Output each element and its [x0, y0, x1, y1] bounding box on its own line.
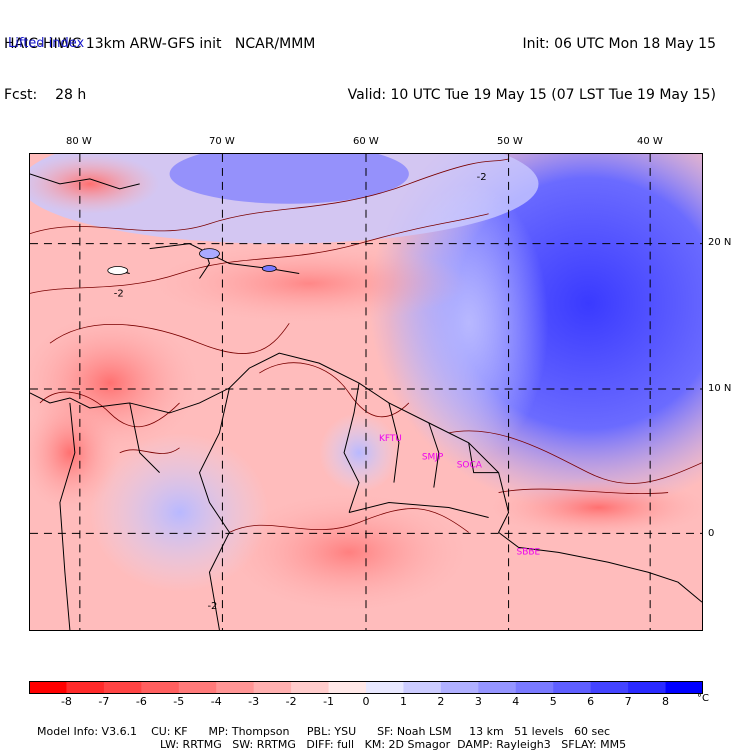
- contour-label: -2: [114, 288, 124, 299]
- colorbar-unit: °C: [697, 693, 709, 704]
- colorbar-swatch: [403, 681, 442, 694]
- model-info-line2: LW: RRTMG SW: RRTMG DIFF: full KM: 2D Sm…: [153, 725, 626, 751]
- colorbar-swatch: [216, 681, 255, 694]
- fcst-value: 28 h: [55, 87, 87, 103]
- colorbar-tick-label: 3: [474, 695, 482, 708]
- header-right: Init: 06 UTC Mon 18 May 15 Valid: 10 UTC…: [348, 2, 716, 121]
- colorbar-swatch: [291, 681, 330, 694]
- lat-label-20n: 20 N: [708, 237, 732, 248]
- valid-time: Valid: 10 UTC Tue 19 May 15 (07 LST Tue …: [347, 87, 716, 103]
- lifted-index-map: -2 -2 -2 KFTU SMJP SOCA SBBE: [29, 153, 703, 631]
- colorbar-tick-label: 2: [437, 695, 445, 708]
- city-label: SMJP: [422, 453, 444, 463]
- colorbar-swatch: [253, 681, 292, 694]
- colorbar-swatch: [66, 681, 105, 694]
- lat-label-0: 0: [708, 528, 715, 539]
- city-label: KFTU: [379, 434, 402, 444]
- colorbar-swatch: [590, 681, 629, 694]
- contour-label: -2: [207, 601, 217, 612]
- fcst-label: Fcst:: [4, 87, 38, 103]
- colorbar-tick-label: -1: [323, 695, 335, 708]
- colorbar-swatch: [553, 681, 592, 694]
- lon-label-70w: 70 W: [209, 136, 235, 147]
- colorbar-tick-label: -5: [173, 695, 185, 708]
- colorbar-tick-label: 8: [662, 695, 670, 708]
- model-info-mp: MP: Thompson: [208, 725, 290, 738]
- colorbar-tick-label: 1: [399, 695, 407, 708]
- colorbar-tick-label: -6: [135, 695, 147, 708]
- colorbar-tick-label: -4: [210, 695, 222, 708]
- lon-label-80w: 80 W: [66, 136, 92, 147]
- colorbar-swatch: [478, 681, 517, 694]
- contour-label: -2: [477, 172, 487, 183]
- model-info-line1: Model Info: V3.6.1 CU: KF MP: Thompson P…: [30, 712, 610, 738]
- colorbar-outline: [29, 681, 703, 694]
- colorbar: [29, 681, 703, 694]
- colorbar-tick-label: 0: [362, 695, 370, 708]
- lon-label-60w: 60 W: [353, 136, 379, 147]
- model-info-res: 13 km: [469, 725, 504, 738]
- colorbar-tick-label: -8: [60, 695, 72, 708]
- colorbar-tick-label: 6: [587, 695, 595, 708]
- colorbar-swatch: [366, 681, 404, 694]
- model-info-sf: SF: Noah LSM: [377, 725, 452, 738]
- city-label: SBBE: [517, 547, 541, 557]
- colorbar-tick-label: 4: [512, 695, 520, 708]
- city-label: SOCA: [457, 461, 483, 471]
- colorbar-swatch: [141, 681, 180, 694]
- model-info-cu: CU: KF: [151, 725, 188, 738]
- lon-label-50w: 50 W: [497, 136, 523, 147]
- model-info-version: Model Info: V3.6.1: [37, 725, 138, 738]
- colorbar-swatch: [515, 681, 554, 694]
- field-name: Lifted index: [8, 36, 85, 51]
- model-info-pbl: PBL: YSU: [306, 725, 357, 738]
- model-info-levels: 51 levels: [514, 725, 564, 738]
- model-info-timestep: 60 sec: [574, 725, 611, 738]
- colorbar-swatch: [178, 681, 217, 694]
- init-time: Init: 06 UTC Mon 18 May 15: [522, 36, 716, 52]
- colorbar-swatch: [628, 681, 667, 694]
- colorbar-swatch: [665, 681, 703, 694]
- lon-label-40w: 40 W: [637, 136, 663, 147]
- lat-label-10n: 10 N: [708, 383, 732, 394]
- model-title: HAIC-HIWC 13km ARW-GFS init: [4, 36, 222, 52]
- header-left: HAIC-HIWC 13km ARW-GFS init NCAR/MMM Fcs…: [4, 2, 315, 121]
- colorbar-tick-label: 5: [549, 695, 557, 708]
- org-label: NCAR/MMM: [234, 36, 316, 52]
- colorbar-tick-label: -7: [98, 695, 110, 708]
- colorbar-tick-label: 7: [624, 695, 632, 708]
- colorbar-tick-label: -2: [285, 695, 297, 708]
- colorbar-swatch: [440, 681, 479, 694]
- colorbar-swatch: [29, 681, 67, 694]
- colorbar-swatch: [103, 681, 142, 694]
- colorbar-tick-label: -3: [248, 695, 260, 708]
- colorbar-swatch: [328, 681, 367, 694]
